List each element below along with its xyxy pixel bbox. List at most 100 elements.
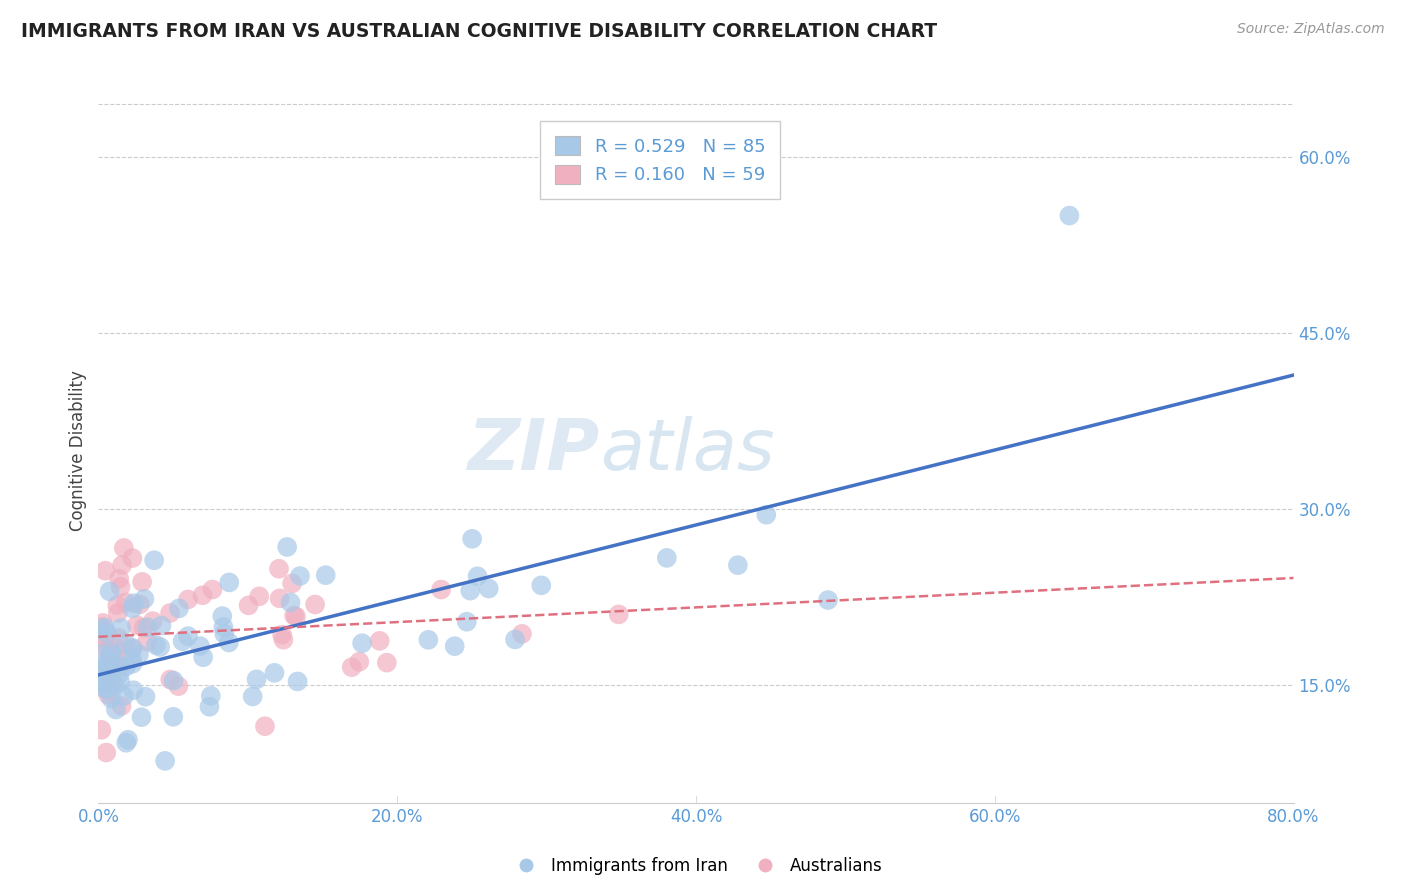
- Point: [458, 583, 481, 598]
- Point: [271, 628, 294, 642]
- Point: [443, 639, 465, 653]
- Point: [755, 508, 778, 522]
- Point: [110, 698, 132, 713]
- Point: [461, 532, 484, 546]
- Point: [115, 595, 138, 609]
- Point: [134, 690, 156, 704]
- Point: [242, 690, 264, 704]
- Point: [368, 633, 391, 648]
- Point: [655, 550, 678, 565]
- Point: [114, 659, 136, 673]
- Point: [101, 659, 124, 673]
- Point: [142, 614, 165, 628]
- Point: [115, 736, 138, 750]
- Point: [128, 647, 150, 661]
- Point: [90, 663, 112, 677]
- Point: [111, 558, 134, 572]
- Point: [90, 647, 112, 661]
- Point: [96, 746, 118, 760]
- Point: [145, 638, 167, 652]
- Point: [91, 615, 114, 630]
- Point: [198, 699, 221, 714]
- Point: [120, 641, 142, 656]
- Point: [375, 656, 398, 670]
- Point: [503, 632, 526, 647]
- Point: [110, 580, 132, 594]
- Point: [108, 666, 131, 681]
- Point: [218, 635, 240, 649]
- Point: [530, 578, 553, 592]
- Point: [607, 607, 630, 622]
- Point: [418, 632, 440, 647]
- Point: [201, 582, 224, 597]
- Point: [98, 648, 121, 663]
- Point: [101, 658, 124, 673]
- Point: [114, 636, 136, 650]
- Point: [214, 627, 236, 641]
- Point: [188, 639, 211, 653]
- Point: [340, 660, 363, 674]
- Point: [478, 582, 501, 596]
- Point: [727, 558, 749, 573]
- Point: [134, 591, 156, 606]
- Point: [131, 710, 153, 724]
- Point: [131, 574, 153, 589]
- Point: [104, 641, 127, 656]
- Point: [253, 719, 276, 733]
- Point: [122, 596, 145, 610]
- Point: [94, 673, 117, 688]
- Point: [247, 590, 270, 604]
- Point: [100, 645, 122, 659]
- Point: [280, 595, 302, 609]
- Text: ZIP: ZIP: [468, 416, 600, 485]
- Point: [136, 634, 159, 648]
- Point: [94, 661, 117, 675]
- Point: [121, 551, 143, 566]
- Point: [91, 674, 114, 689]
- Point: [90, 623, 112, 637]
- Point: [211, 609, 233, 624]
- Point: [159, 673, 181, 687]
- Point: [108, 572, 131, 586]
- Point: [218, 575, 240, 590]
- Point: [101, 676, 124, 690]
- Point: [817, 593, 839, 607]
- Point: [200, 689, 222, 703]
- Point: [96, 627, 118, 641]
- Point: [238, 599, 260, 613]
- Point: [104, 678, 127, 692]
- Text: atlas: atlas: [600, 416, 775, 485]
- Point: [288, 569, 311, 583]
- Point: [159, 606, 181, 620]
- Point: [101, 656, 124, 670]
- Point: [177, 629, 200, 643]
- Point: [153, 754, 176, 768]
- Point: [96, 681, 118, 696]
- Point: [352, 636, 374, 650]
- Point: [90, 629, 112, 643]
- Point: [98, 584, 121, 599]
- Point: [108, 674, 131, 689]
- Point: [121, 601, 143, 615]
- Point: [105, 648, 128, 663]
- Point: [90, 723, 112, 737]
- Point: [107, 606, 129, 620]
- Point: [281, 576, 304, 591]
- Point: [456, 615, 478, 629]
- Point: [172, 634, 194, 648]
- Point: [97, 683, 120, 698]
- Point: [162, 673, 184, 688]
- Point: [112, 689, 135, 703]
- Text: Source: ZipAtlas.com: Source: ZipAtlas.com: [1237, 22, 1385, 37]
- Point: [193, 650, 215, 665]
- Point: [97, 644, 120, 658]
- Point: [90, 632, 112, 646]
- Point: [121, 640, 143, 655]
- Legend: Immigrants from Iran, Australians: Immigrants from Iran, Australians: [503, 850, 889, 881]
- Y-axis label: Cognitive Disability: Cognitive Disability: [69, 370, 87, 531]
- Point: [269, 591, 291, 606]
- Point: [117, 732, 139, 747]
- Point: [90, 676, 112, 690]
- Point: [283, 608, 305, 623]
- Point: [110, 621, 132, 635]
